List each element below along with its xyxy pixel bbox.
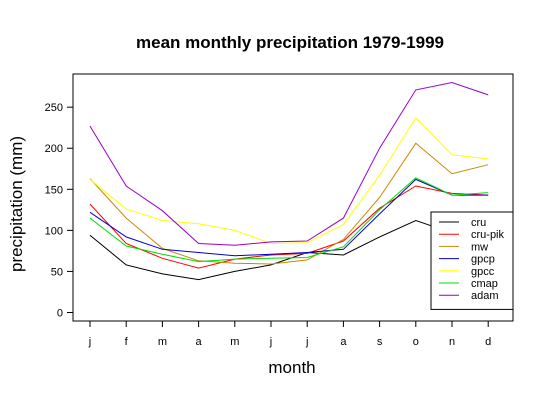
x-tick-label: f [125, 336, 129, 348]
legend-label-adam: adam [471, 290, 499, 302]
x-tick-label: j [269, 336, 272, 348]
plot-frame [72, 73, 514, 322]
y-axis-title: precipitation (mm) [7, 136, 26, 272]
series-line-gpcp [89, 178, 489, 257]
series-line-cmap [89, 177, 489, 263]
x-tick-label: d [485, 336, 491, 348]
y-tick-label: 200 [45, 143, 63, 155]
series-line-cru-pik [89, 185, 489, 269]
legend-label-gpcp: gpcp [471, 254, 495, 266]
legend-box [430, 211, 514, 310]
legend-label-gpcc: gpcc [471, 266, 495, 278]
series-line-cru [89, 219, 489, 281]
legend-label-cru: cru [471, 217, 486, 229]
legend-label-cmap: cmap [471, 278, 498, 290]
x-tick-label: m [158, 336, 167, 348]
x-tick-label: m [230, 336, 239, 348]
x-tick-label: n [449, 336, 455, 348]
plot-area [89, 81, 489, 281]
x-tick-label: j [88, 336, 91, 348]
legend-label-cru-pik: cru-pik [471, 229, 505, 241]
x-axis-title: month [268, 358, 315, 377]
series-line-adam [89, 81, 489, 246]
y-tick-label: 150 [45, 184, 63, 196]
series-line-mw [89, 142, 489, 265]
x-tick-label: a [340, 336, 347, 348]
legend-label-mw: mw [471, 241, 488, 253]
axes: j f m a m j j a s o n d 0 50 100 150 200 250 [45, 102, 492, 348]
x-tick-label: a [196, 336, 203, 348]
y-tick-label: 100 [45, 225, 63, 237]
x-tick-label: s [377, 336, 383, 348]
y-tick-label: 0 [57, 308, 63, 320]
series-line-gpcc [89, 117, 489, 245]
chart-title: mean monthly precipitation 1979-1999 [136, 33, 444, 52]
y-tick-label: 250 [45, 102, 63, 114]
x-tick-label: j [305, 336, 308, 348]
x-tick-label: o [413, 336, 419, 348]
y-tick-label: 50 [51, 266, 63, 278]
